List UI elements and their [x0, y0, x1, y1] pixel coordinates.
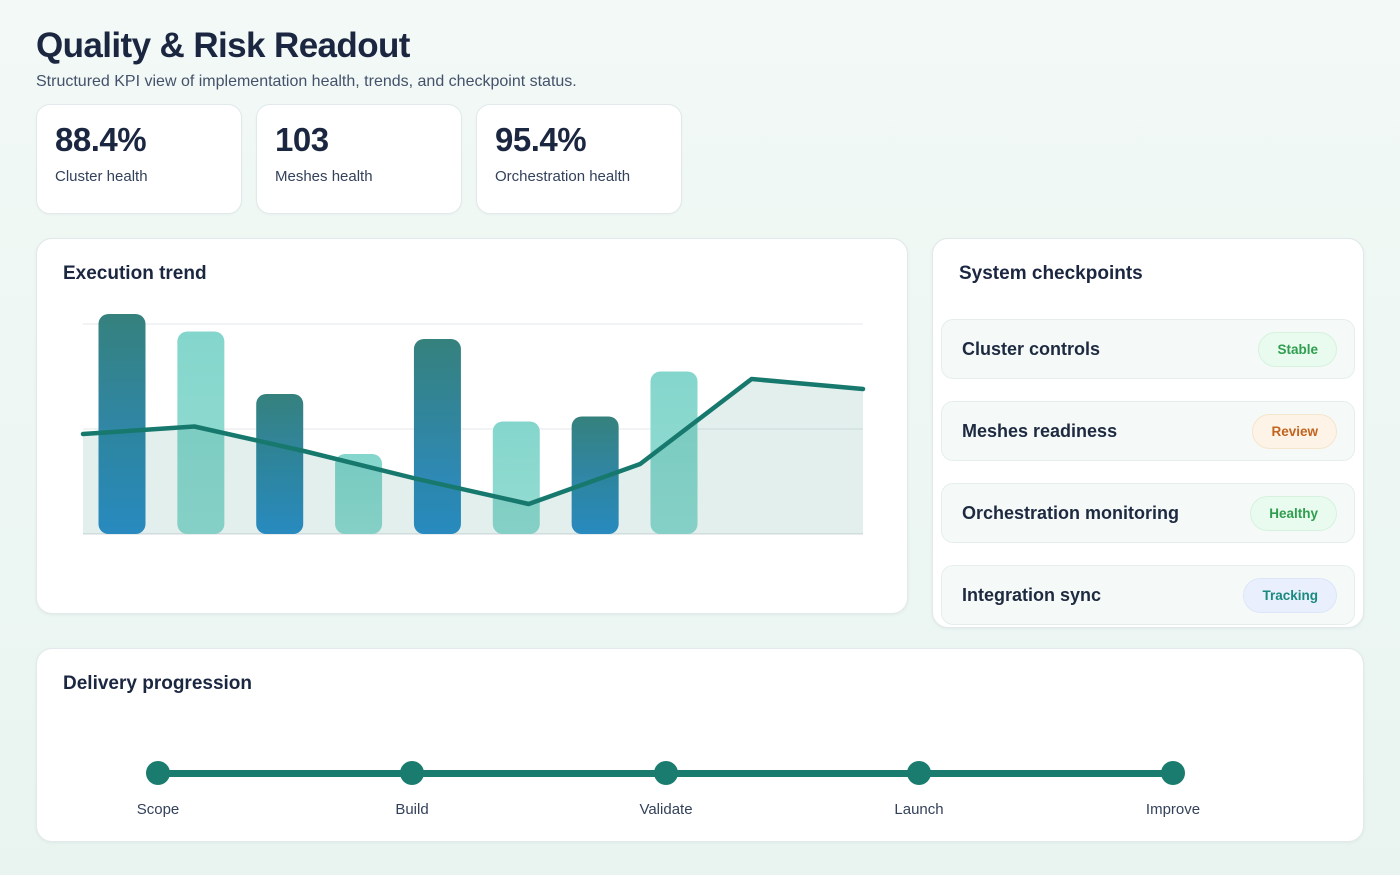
- checkpoint-label: Cluster controls: [962, 338, 1101, 359]
- kpi-value: 103: [275, 121, 329, 158]
- trend-line: [80, 376, 866, 507]
- delivery-progression-card: Delivery progression Scope Build Validat…: [36, 648, 1364, 842]
- checkpoint-row-integration-sync: Integration sync Tracking: [941, 565, 1355, 625]
- status-badge-tracking: Tracking: [1243, 577, 1337, 613]
- kpi-card-orchestration-health: 95.4% Orchestration health: [476, 104, 682, 214]
- kpi-card-cluster-health: 88.4% Cluster health: [36, 104, 242, 214]
- status-badge-review: Review: [1252, 413, 1337, 449]
- bar: [650, 371, 698, 534]
- chart-title: Execution trend: [63, 263, 207, 284]
- status-badge-stable: Stable: [1258, 331, 1337, 367]
- milestone-dot: [146, 761, 170, 785]
- checkpoint-label: Meshes readiness: [962, 420, 1118, 441]
- status-badge-healthy: Healthy: [1250, 495, 1337, 531]
- system-checkpoints-panel: System checkpoints Cluster controls Stab…: [932, 238, 1364, 628]
- milestone-label: Scope: [136, 801, 180, 818]
- milestone-dot: [907, 761, 931, 785]
- kpi-value: 88.4%: [55, 121, 147, 158]
- milestone-label: Validate: [639, 801, 693, 818]
- checkpoints-title: System checkpoints: [959, 263, 1143, 284]
- bar: [98, 314, 146, 534]
- kpi-label: Meshes health: [275, 168, 373, 185]
- page-subtitle: Structured KPI view of implementation he…: [36, 73, 577, 90]
- checkpoint-row-cluster-controls: Cluster controls Stable: [941, 319, 1355, 379]
- checkpoints-list: Cluster controls Stable Meshes readiness…: [941, 319, 1355, 625]
- page-title: Quality & Risk Readout: [36, 26, 410, 65]
- milestone-label: Build: [395, 801, 429, 818]
- kpi-label: Orchestration health: [495, 168, 631, 185]
- checkpoint-row-meshes-readiness: Meshes readiness Review: [941, 401, 1355, 461]
- bar: [571, 416, 619, 534]
- milestone-dot: [400, 761, 424, 785]
- milestone-dot: [1161, 761, 1185, 785]
- page-header: Quality & Risk Readout Structured KPI vi…: [36, 26, 577, 91]
- checkpoint-label: Integration sync: [962, 584, 1102, 605]
- kpi-label: Cluster health: [55, 168, 148, 185]
- bar: [177, 331, 225, 534]
- delivery-title: Delivery progression: [63, 673, 253, 694]
- checkpoint-label: Orchestration monitoring: [962, 502, 1180, 523]
- milestone-label: Improve: [1145, 801, 1201, 818]
- kpi-row: 88.4% Cluster health 103 Meshes health 9…: [36, 104, 682, 214]
- trend-area: [83, 379, 863, 534]
- bar: [335, 454, 383, 534]
- execution-chart: [80, 314, 866, 535]
- execution-trend-card: Execution trend: [36, 238, 908, 614]
- bar: [256, 394, 304, 534]
- kpi-value: 95.4%: [495, 121, 587, 158]
- checkpoint-row-orchestration-monitoring: Orchestration monitoring Healthy: [941, 483, 1355, 543]
- milestone-label: Launch: [894, 801, 944, 818]
- milestone-dot: [654, 761, 678, 785]
- kpi-card-meshes-health: 103 Meshes health: [256, 104, 462, 214]
